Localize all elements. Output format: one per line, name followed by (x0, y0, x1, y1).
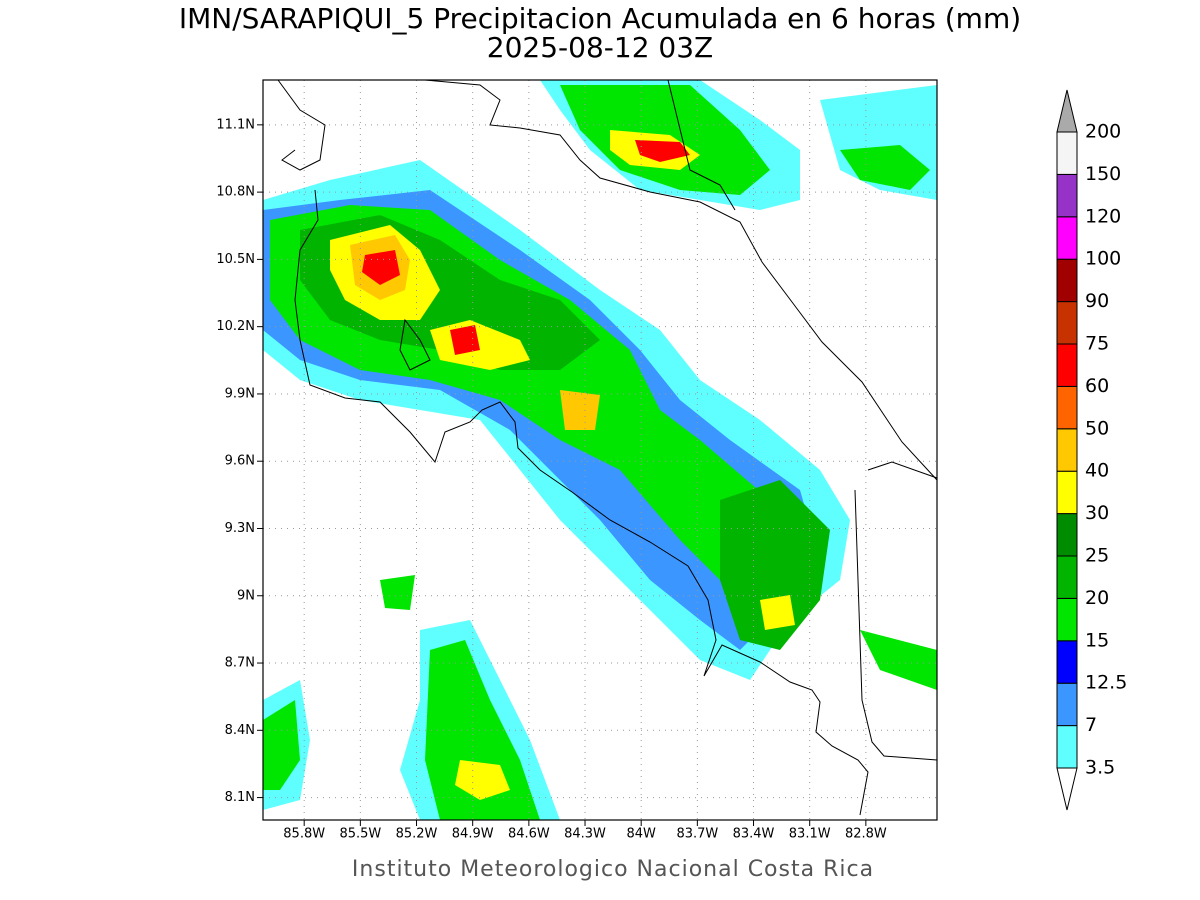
colorbar-box (1056, 258, 1078, 303)
subtitle: 2025-08-12 03Z (487, 31, 713, 64)
x-tick-label: 85.8W (283, 827, 325, 842)
colorbar-box (1056, 428, 1078, 472)
colorbar-label: 75 (1085, 333, 1109, 355)
y-tick-label: 11.1N (216, 117, 255, 132)
colorbar-label: 12.5 (1085, 672, 1127, 694)
colorbar-label: 3.5 (1085, 757, 1115, 779)
y-tick-label: 9.6N (225, 454, 255, 469)
y-tick-label: 8.7N (225, 656, 255, 671)
colorbar-label: 30 (1085, 502, 1109, 524)
y-tick-label: 10.5N (216, 252, 255, 267)
colorbar-label: 150 (1085, 163, 1121, 185)
x-tick-label: 85.2W (396, 827, 438, 842)
colorbar-label: 40 (1085, 460, 1109, 482)
colorbar-box (1056, 470, 1078, 515)
x-tick-label: 84.9W (452, 827, 494, 842)
colorbar-box (1056, 301, 1078, 345)
y-tick-label: 8.4N (225, 723, 255, 738)
title: IMN/SARAPIQUI_5 Precipitacion Acumulada … (179, 2, 1021, 35)
x-tick-label: 83.4W (733, 827, 775, 842)
x-tick-label: 83.1W (789, 827, 831, 842)
precip-field (263, 80, 937, 820)
footer: Instituto Meteorologico Nacional Costa R… (352, 857, 874, 882)
colorbar-label: 20 (1085, 587, 1109, 609)
colorbar-label: 60 (1085, 375, 1109, 397)
colorbar-box (1056, 343, 1078, 387)
colorbar-box (1056, 682, 1078, 727)
x-tick-label: 85.5W (339, 827, 381, 842)
colorbar: 3.5 7 12.5 15 20 25 30 40 50 60 75 90 100 120 150 200 (1056, 89, 1127, 811)
axes: 85.8W 85.5W 85.2W 84.9W 84.6W 84.3W 84W 83.7W 83… (216, 117, 887, 841)
grid (263, 80, 937, 820)
colorbar-label: 15 (1085, 629, 1109, 651)
y-tick-label: 9N (237, 588, 255, 603)
y-tick-label: 9.3N (225, 521, 255, 536)
y-tick-label: 9.9N (225, 386, 255, 401)
colorbar-over (1056, 89, 1078, 133)
colorbar-under (1056, 767, 1078, 811)
x-tick-label: 83.7W (676, 827, 718, 842)
colorbar-box (1056, 555, 1078, 599)
colorbar-box (1056, 725, 1078, 769)
x-tick-label: 84.6W (508, 827, 550, 842)
colorbar-label: 90 (1085, 290, 1109, 312)
colorbar-box (1056, 173, 1078, 218)
y-tick-label: 8.1N (225, 790, 255, 805)
colorbar-box (1056, 640, 1078, 684)
coastlines (277, 79, 938, 816)
colorbar-label: 50 (1085, 417, 1109, 439)
x-tick-label: 82.8W (845, 827, 887, 842)
x-tick-label: 84W (626, 827, 656, 842)
colorbar-box (1056, 513, 1078, 557)
colorbar-box (1056, 597, 1078, 642)
colorbar-label: 25 (1085, 545, 1109, 567)
y-tick-label: 10.2N (216, 319, 255, 334)
colorbar-box (1056, 385, 1078, 430)
colorbar-box (1056, 216, 1078, 260)
colorbar-label: 120 (1085, 205, 1121, 227)
colorbar-label: 7 (1085, 714, 1097, 736)
colorbar-label: 100 (1085, 248, 1121, 270)
y-tick-label: 10.8N (216, 185, 255, 200)
map-frame (262, 79, 938, 821)
colorbar-box (1056, 131, 1078, 175)
x-tick-label: 84.3W (564, 827, 606, 842)
colorbar-label: 200 (1085, 121, 1121, 143)
